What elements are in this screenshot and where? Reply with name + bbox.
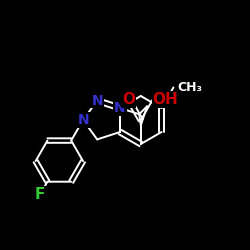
Text: F: F bbox=[35, 187, 45, 202]
Text: N: N bbox=[114, 101, 126, 115]
Text: N: N bbox=[77, 113, 89, 127]
Text: CH₃: CH₃ bbox=[177, 81, 202, 94]
Text: OH: OH bbox=[153, 92, 178, 107]
Text: O: O bbox=[122, 92, 136, 107]
Text: N: N bbox=[91, 94, 103, 108]
